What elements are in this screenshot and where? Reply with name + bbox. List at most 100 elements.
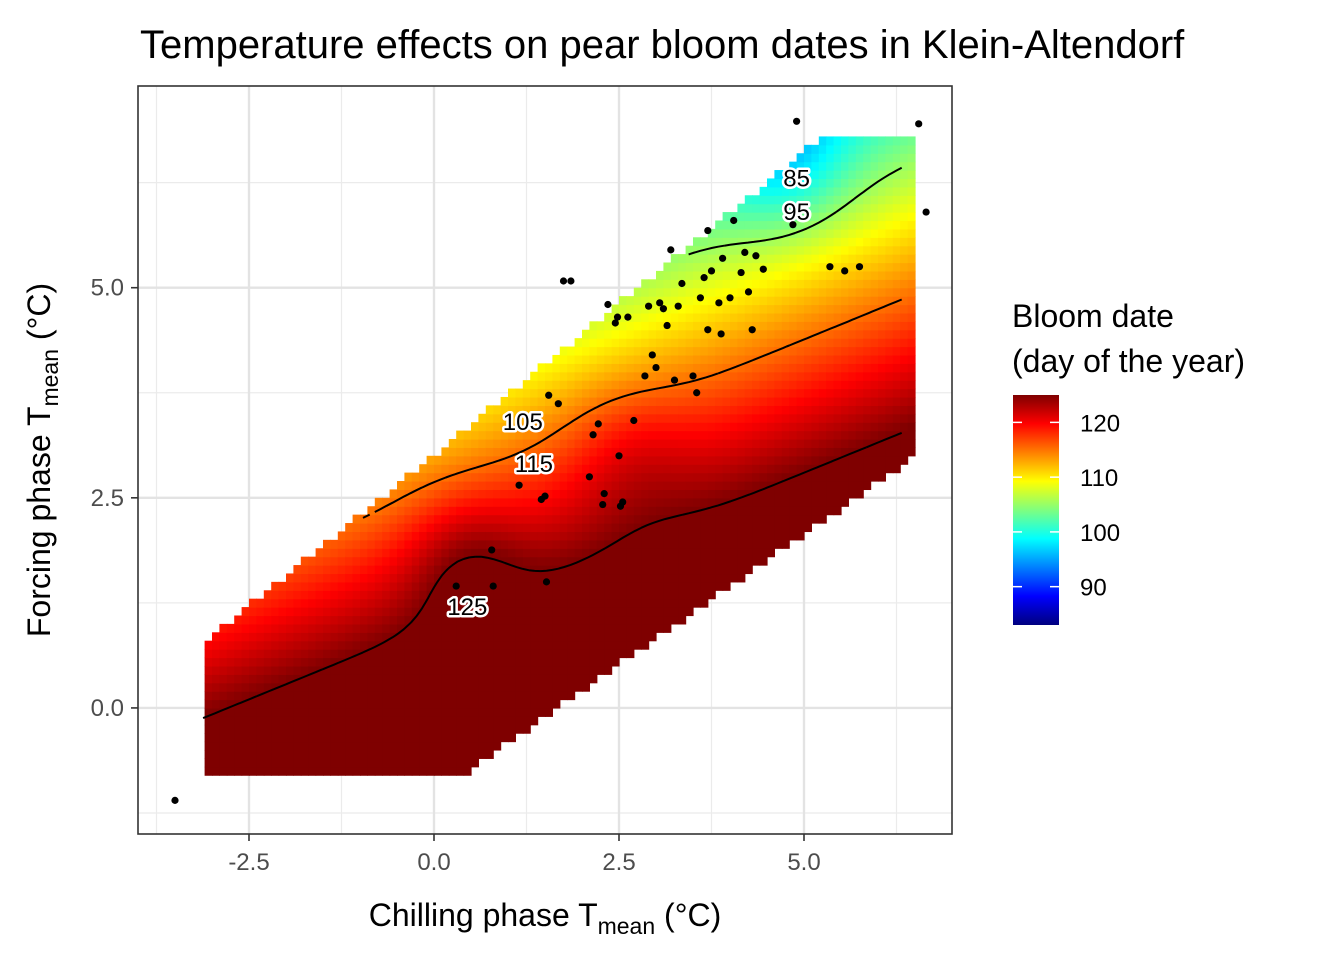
heatmap-cell (360, 548, 368, 558)
heatmap-cell (500, 640, 509, 650)
heatmap-cell (863, 153, 872, 163)
heatmap-cell (241, 707, 250, 717)
heatmap-cell (878, 346, 886, 356)
heatmap-cell (878, 195, 886, 205)
heatmap-cell (619, 447, 627, 457)
heatmap-cell (648, 447, 657, 457)
heatmap-cell (441, 682, 450, 692)
heatmap-cell (374, 531, 383, 541)
heatmap-cell (411, 573, 420, 583)
heatmap-cell (456, 649, 465, 659)
heatmap-cell (500, 523, 509, 533)
heatmap-cell (796, 388, 805, 398)
heatmap-cell (648, 380, 657, 390)
heatmap-cell (900, 228, 909, 238)
heatmap-cell (656, 523, 664, 533)
heatmap-cell (397, 657, 405, 667)
heatmap-cell (426, 506, 435, 516)
heatmap-cell (397, 607, 405, 617)
heatmap-cell (448, 741, 457, 751)
heatmap-cell (781, 312, 790, 322)
heatmap-cell (419, 758, 428, 768)
heatmap-cell (804, 371, 812, 381)
heatmap-cell (878, 279, 886, 289)
heatmap-cell (419, 640, 428, 650)
heatmap-cell (892, 245, 901, 255)
heatmap-cell (419, 489, 428, 499)
heatmap-cell (315, 640, 324, 650)
heatmap-cell (249, 733, 257, 743)
heatmap-cell (878, 312, 886, 322)
heatmap-cell (737, 321, 746, 331)
heatmap-cell (885, 329, 894, 339)
heatmap-cell (596, 455, 605, 465)
heatmap-cell (308, 590, 317, 600)
heatmap-cell (833, 329, 842, 339)
heatmap-cell (463, 464, 472, 474)
heatmap-cell (663, 396, 672, 406)
heatmap-cell (878, 371, 886, 381)
heatmap-cell (567, 539, 576, 549)
heatmap-cell (330, 707, 339, 717)
heatmap-cell (463, 556, 472, 566)
heatmap-cell (656, 497, 664, 507)
heatmap-cell (752, 220, 761, 230)
heatmap-cell (855, 237, 864, 247)
heatmap-cell (360, 556, 368, 566)
heatmap-cell (759, 438, 768, 448)
heatmap-cell (574, 632, 583, 642)
heatmap-cell (885, 438, 894, 448)
heatmap-cell (212, 741, 220, 751)
heatmap-cell (826, 506, 835, 516)
heatmap-cell (522, 514, 531, 524)
heatmap-cell (789, 245, 798, 255)
heatmap-cell (404, 506, 413, 516)
heatmap-cell (249, 607, 257, 617)
heatmap-cell (360, 565, 368, 575)
heatmap-cell (848, 338, 857, 348)
heatmap-cell (559, 405, 568, 415)
heatmap-cell (855, 405, 864, 415)
heatmap-cell (234, 682, 243, 692)
heatmap-cell (515, 649, 524, 659)
heatmap-cell (545, 649, 553, 659)
heatmap-cell (471, 556, 479, 566)
heatmap-cell (382, 607, 391, 617)
heatmap-cell (648, 497, 657, 507)
heatmap-cell (715, 279, 724, 289)
heatmap-cell (278, 623, 287, 633)
heatmap-cell (737, 413, 746, 423)
heatmap-cell (789, 270, 798, 280)
heatmap-cell (648, 539, 657, 549)
heatmap-cell (271, 640, 280, 650)
heatmap-cell (515, 497, 524, 507)
heatmap-cell (737, 312, 746, 322)
heatmap-cell (522, 464, 531, 474)
heatmap-cell (715, 514, 724, 524)
heatmap-cell (744, 548, 753, 558)
heatmap-cell (478, 438, 487, 448)
heatmap-cell (841, 329, 849, 339)
heatmap-cell (737, 430, 746, 440)
heatmap-cell (426, 607, 435, 617)
heatmap-cell (811, 497, 820, 507)
observation-point (452, 582, 460, 590)
heatmap-cell (434, 758, 442, 768)
heatmap-cell (478, 464, 487, 474)
heatmap-cell (286, 758, 294, 768)
heatmap-cell (648, 623, 657, 633)
heatmap-cell (863, 455, 872, 465)
heatmap-cell (300, 682, 309, 692)
heatmap-cell (596, 548, 605, 558)
heatmap-cell (900, 270, 909, 280)
heatmap-cell (471, 481, 479, 491)
heatmap-cell (722, 455, 731, 465)
heatmap-cell (833, 136, 842, 146)
heatmap-cell (485, 640, 494, 650)
heatmap-cell (485, 481, 494, 491)
heatmap-cell (204, 707, 213, 717)
heatmap-cell (907, 212, 916, 222)
heatmap-cell (263, 749, 272, 759)
heatmap-cell (219, 691, 228, 701)
heatmap-cell (663, 312, 672, 322)
